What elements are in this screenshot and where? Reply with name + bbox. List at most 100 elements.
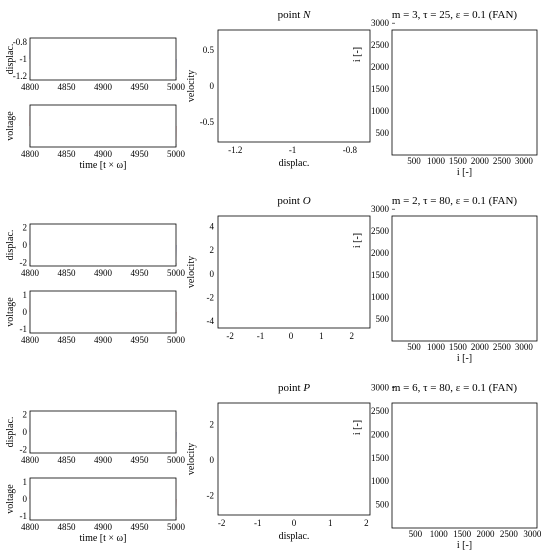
x-tick-label: 1000 bbox=[427, 342, 446, 352]
x-tick-label: 1000 bbox=[427, 156, 446, 166]
x-tick-label: -2 bbox=[226, 331, 234, 341]
title-text: point bbox=[277, 195, 302, 207]
x-tick-label: 4900 bbox=[94, 149, 113, 159]
x-tick-label: 4850 bbox=[58, 268, 77, 278]
x-tick-label: 5000 bbox=[167, 268, 186, 278]
y-axis-label: velocity bbox=[186, 256, 197, 288]
y-axis-label: i [-] bbox=[352, 47, 363, 62]
x-tick-label: 4800 bbox=[21, 335, 40, 345]
axes-frame bbox=[217, 215, 371, 329]
panel-title: m = 3, τ = 25, ε = 0.1 (FAN) bbox=[392, 9, 518, 21]
y-tick-label: 1500 bbox=[371, 453, 390, 463]
x-tick-label: 4900 bbox=[94, 335, 113, 345]
y-tick-label: -2 bbox=[207, 292, 215, 302]
y-tick-label: 0 bbox=[23, 427, 28, 437]
x-tick-label: 2000 bbox=[471, 342, 490, 352]
x-tick-label: -1 bbox=[289, 145, 297, 155]
y-tick-label: 1 bbox=[23, 477, 28, 487]
x-tick-label: 0 bbox=[289, 331, 294, 341]
x-tick-label: 2 bbox=[364, 518, 369, 528]
y-axis-label: velocity bbox=[186, 70, 197, 102]
y-tick-label: 0 bbox=[23, 240, 28, 250]
x-tick-label: -2 bbox=[218, 518, 226, 528]
y-tick-label: 2500 bbox=[371, 406, 390, 416]
panel-title: point O bbox=[277, 195, 310, 207]
y-tick-label: -1 bbox=[20, 511, 28, 521]
y-tick-label: 2000 bbox=[371, 62, 390, 72]
panel-title: m = 6, τ = 80, ε = 0.1 (FAN) bbox=[392, 382, 518, 394]
y-tick-label: -4 bbox=[207, 316, 215, 326]
y-tick-label: 1 bbox=[23, 290, 28, 300]
x-tick-label: 2 bbox=[350, 331, 355, 341]
x-tick-label: 4950 bbox=[131, 455, 150, 465]
y-tick-label: 500 bbox=[376, 500, 390, 510]
axes-frame bbox=[217, 402, 371, 516]
y-tick-label: -2 bbox=[207, 490, 215, 500]
axes-frame bbox=[29, 104, 177, 148]
y-tick-label: 2 bbox=[210, 419, 215, 429]
y-tick-label: 3000 bbox=[371, 383, 390, 393]
x-axis-label: time [t × ω] bbox=[80, 533, 127, 544]
axes-frame bbox=[29, 223, 177, 267]
x-tick-label: 2000 bbox=[471, 156, 490, 166]
y-tick-label: 3000 bbox=[371, 204, 390, 214]
x-tick-label: 500 bbox=[407, 342, 421, 352]
y-axis-label: displac. bbox=[5, 44, 16, 75]
recurrence-diagonal bbox=[540, 216, 544, 341]
x-tick-label: 4950 bbox=[131, 522, 150, 532]
y-axis-label: i [-] bbox=[352, 233, 363, 248]
y-axis-label: i [-] bbox=[352, 420, 363, 435]
y-tick-label: 1500 bbox=[371, 84, 390, 94]
y-tick-label: 4 bbox=[210, 222, 215, 232]
x-tick-label: 4800 bbox=[21, 455, 40, 465]
y-tick-label: -1 bbox=[20, 54, 28, 64]
x-tick-label: 4900 bbox=[94, 82, 113, 92]
y-axis-label: voltage bbox=[5, 111, 16, 141]
y-tick-label: 0.5 bbox=[203, 45, 215, 55]
y-tick-label: 2 bbox=[23, 410, 28, 420]
panel-title: point N bbox=[278, 9, 311, 21]
x-tick-label: 4850 bbox=[58, 149, 77, 159]
y-tick-label: -2 bbox=[20, 445, 28, 455]
title-text: point bbox=[278, 382, 303, 394]
axes-frame bbox=[391, 215, 538, 342]
x-tick-label: 2500 bbox=[500, 529, 519, 539]
x-tick-label: 1000 bbox=[430, 529, 449, 539]
x-tick-label: 4950 bbox=[131, 149, 150, 159]
y-tick-label: 2 bbox=[210, 245, 215, 255]
x-tick-label: 4950 bbox=[131, 268, 150, 278]
axes-frame bbox=[217, 29, 371, 143]
x-tick-label: 5000 bbox=[167, 82, 186, 92]
x-tick-label: 4900 bbox=[94, 522, 113, 532]
x-tick-label: 2000 bbox=[477, 529, 496, 539]
x-tick-label: 3000 bbox=[515, 156, 534, 166]
x-axis-label: displac. bbox=[279, 531, 310, 542]
axes-frame bbox=[29, 477, 177, 521]
y-tick-label: 2500 bbox=[371, 40, 390, 50]
x-tick-label: 3000 bbox=[515, 342, 534, 352]
y-tick-label: 0 bbox=[23, 494, 28, 504]
title-letter: N bbox=[302, 9, 311, 21]
x-tick-label: 4950 bbox=[131, 335, 150, 345]
x-axis-label: i [-] bbox=[457, 353, 472, 364]
x-tick-label: 4900 bbox=[94, 268, 113, 278]
x-tick-label: 4900 bbox=[94, 455, 113, 465]
x-axis-label: i [-] bbox=[457, 167, 472, 178]
y-axis-label: voltage bbox=[5, 484, 16, 514]
y-tick-label: 1000 bbox=[371, 476, 390, 486]
recurrence-diagonal bbox=[540, 30, 544, 155]
x-tick-label: 4800 bbox=[21, 149, 40, 159]
x-tick-label: 4850 bbox=[58, 82, 77, 92]
y-tick-label: 0 bbox=[210, 81, 215, 91]
x-tick-label: 500 bbox=[407, 156, 421, 166]
title-text: point bbox=[278, 9, 303, 21]
axes-frame bbox=[391, 402, 538, 529]
x-tick-label: 0 bbox=[292, 518, 297, 528]
y-tick-label: 1000 bbox=[371, 106, 390, 116]
x-tick-label: 4850 bbox=[58, 335, 77, 345]
y-tick-label: -0.5 bbox=[200, 117, 215, 127]
y-tick-label: 0 bbox=[23, 307, 28, 317]
x-axis-label: time [t × ω] bbox=[80, 160, 127, 171]
axes-frame bbox=[391, 29, 538, 156]
y-tick-label: 2 bbox=[23, 223, 28, 233]
